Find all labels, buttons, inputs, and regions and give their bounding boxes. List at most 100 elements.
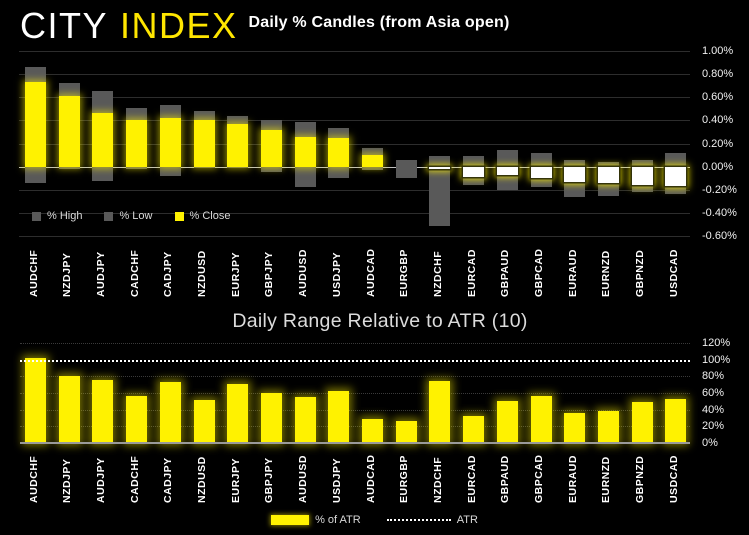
logo-word-city: CITY	[20, 5, 109, 46]
x-label-nzdchf: NZDCHF	[431, 250, 444, 297]
legend-item--close: % Close	[174, 210, 231, 222]
close-bar-nzdjpy	[58, 96, 80, 167]
top-chart-legend: % High % Low % Close	[32, 210, 230, 222]
legend-item--of-atr: % of ATR	[271, 514, 361, 526]
close-bar-eurnzd	[597, 166, 619, 183]
y-tick-label: 0.20%	[702, 137, 734, 150]
x-axis-line	[20, 442, 690, 444]
x-label-euraud: EURAUD	[566, 249, 579, 297]
x-label-cadchf: CADCHF	[128, 455, 141, 503]
x-label-nzdjpy: NZDJPY	[61, 458, 74, 503]
x-label-eurcad: EURCAD	[465, 249, 478, 297]
y-tick-label: 0.80%	[702, 67, 734, 80]
x-label-nzdchf: NZDCHF	[431, 456, 444, 503]
atr-bar-audchf	[25, 358, 46, 443]
x-label-eurgbp: EURGBP	[398, 249, 411, 297]
dotted-gridline	[20, 409, 690, 411]
range-bar-nzdchf	[429, 156, 451, 226]
x-label-gbpjpy: GBPJPY	[263, 251, 276, 297]
atr-bar-nzdchf	[429, 381, 451, 443]
atr-bar-nzdusd	[193, 399, 215, 443]
x-label-gbpjpy: GBPJPY	[263, 457, 276, 503]
atr-bar-usdjpy	[328, 391, 350, 443]
x-label-audchf: AUDCHF	[27, 249, 40, 297]
city-index-logo: CITY INDEX	[20, 5, 238, 47]
close-bar-nzdusd	[193, 120, 215, 167]
daily-percent-candles-chart	[19, 51, 690, 237]
y-tick-label: 1.00%	[702, 44, 734, 57]
x-label-cadjpy: CADJPY	[162, 251, 175, 297]
close-bar-audusd	[294, 136, 316, 167]
y-tick-label: 0.40%	[702, 114, 734, 127]
close-bar-usdcad	[665, 166, 687, 187]
gridline	[19, 189, 690, 191]
x-label-audchf: AUDCHF	[27, 455, 40, 503]
x-label-nzdusd: NZDUSD	[196, 250, 208, 297]
close-bar-gbpnzd	[631, 166, 653, 186]
atr-bar-gbpnzd	[631, 402, 653, 443]
y-tick-label: 60%	[702, 386, 725, 399]
y-tick-label: 120%	[702, 336, 731, 349]
legend-label: % Close	[189, 210, 231, 222]
x-label-gbpnzd: GBPNZD	[634, 455, 647, 503]
dotted-gridline	[20, 426, 690, 428]
x-label-gbpaud: GBPAUD	[499, 455, 512, 503]
close-bar-gbpcad	[530, 166, 552, 179]
x-label-audcad: AUDCAD	[364, 248, 377, 298]
atr-bar-audusd	[294, 397, 316, 443]
top-chart-y-axis: 1.00% 0.80% 0.60% 0.40% 0.20% 0.00% -0.20% -0.4…	[702, 45, 748, 242]
atr-bar-nzdjpy	[58, 376, 80, 443]
y-tick-label: 80%	[702, 370, 725, 383]
x-label-audcad: AUDCAD	[364, 454, 377, 504]
close-bar-cadjpy	[159, 118, 181, 167]
gridline	[19, 143, 690, 145]
legend-swatch	[32, 211, 41, 221]
x-label-audusd: AUDUSD	[297, 249, 310, 297]
gridline	[19, 236, 690, 237]
top-chart-x-axis-labels: AUDCHF NZDJPY AUDJPY CADCHF CADJPY NZDUSD EURJ…	[20, 243, 690, 305]
atr-bar-eurgbp	[395, 420, 417, 443]
x-label-audusd: AUDUSD	[297, 455, 310, 503]
close-bar-eurcad	[463, 166, 485, 178]
close-bar-audcad	[362, 155, 383, 167]
atr-bar-cadchf	[126, 395, 148, 443]
legend-label: ATR	[456, 514, 478, 526]
legend-swatch	[271, 515, 310, 525]
x-label-gbpcad: GBPCAD	[533, 454, 545, 503]
y-tick-label: 0.00%	[702, 160, 734, 173]
legend-label: % Low	[119, 210, 153, 222]
atr-bar-gbpjpy	[260, 393, 282, 443]
gridline	[19, 51, 690, 52]
close-bar-gbpjpy	[260, 129, 282, 167]
x-label-eurgbp: EURGBP	[398, 455, 411, 503]
legend-swatch	[104, 211, 114, 221]
legend-item--high: % High	[32, 210, 82, 222]
daily-range-atr-chart	[20, 343, 690, 444]
bottom-chart-y-axis: 120% 100% 80% 60% 40% 20% 0%	[702, 337, 748, 449]
atr-bar-gbpcad	[530, 396, 552, 443]
x-label-eurnzd: EURNZD	[600, 250, 613, 297]
dotted-gridline	[20, 343, 690, 344]
x-label-usdjpy: USDJPY	[330, 251, 343, 297]
dotted-gridline	[20, 393, 690, 394]
gridline	[19, 120, 690, 122]
dotted-gridline	[20, 376, 690, 378]
range-bar-eurgbp	[395, 159, 417, 179]
x-label-audjpy: AUDJPY	[94, 457, 107, 503]
bottom-chart-title: Daily Range Relative to ATR (10)	[232, 310, 528, 332]
x-label-gbpcad: GBPCAD	[533, 248, 545, 297]
x-label-cadjpy: CADJPY	[162, 457, 175, 503]
legend-label: % of ATR	[315, 514, 361, 526]
gridline	[19, 74, 690, 76]
legend-swatch	[386, 519, 451, 521]
atr-bar-cadjpy	[159, 382, 181, 443]
y-tick-label: 40%	[702, 403, 725, 416]
x-label-eurjpy: EURJPY	[229, 251, 242, 297]
y-tick-label: 0.60%	[702, 91, 734, 104]
gridline	[19, 97, 690, 99]
atr-bar-eurnzd	[597, 411, 619, 443]
x-label-euraud: EURAUD	[566, 455, 579, 503]
atr-bar-audcad	[362, 418, 383, 443]
x-label-gbpaud: GBPAUD	[499, 249, 512, 297]
y-tick-label: -0.40%	[702, 206, 737, 219]
